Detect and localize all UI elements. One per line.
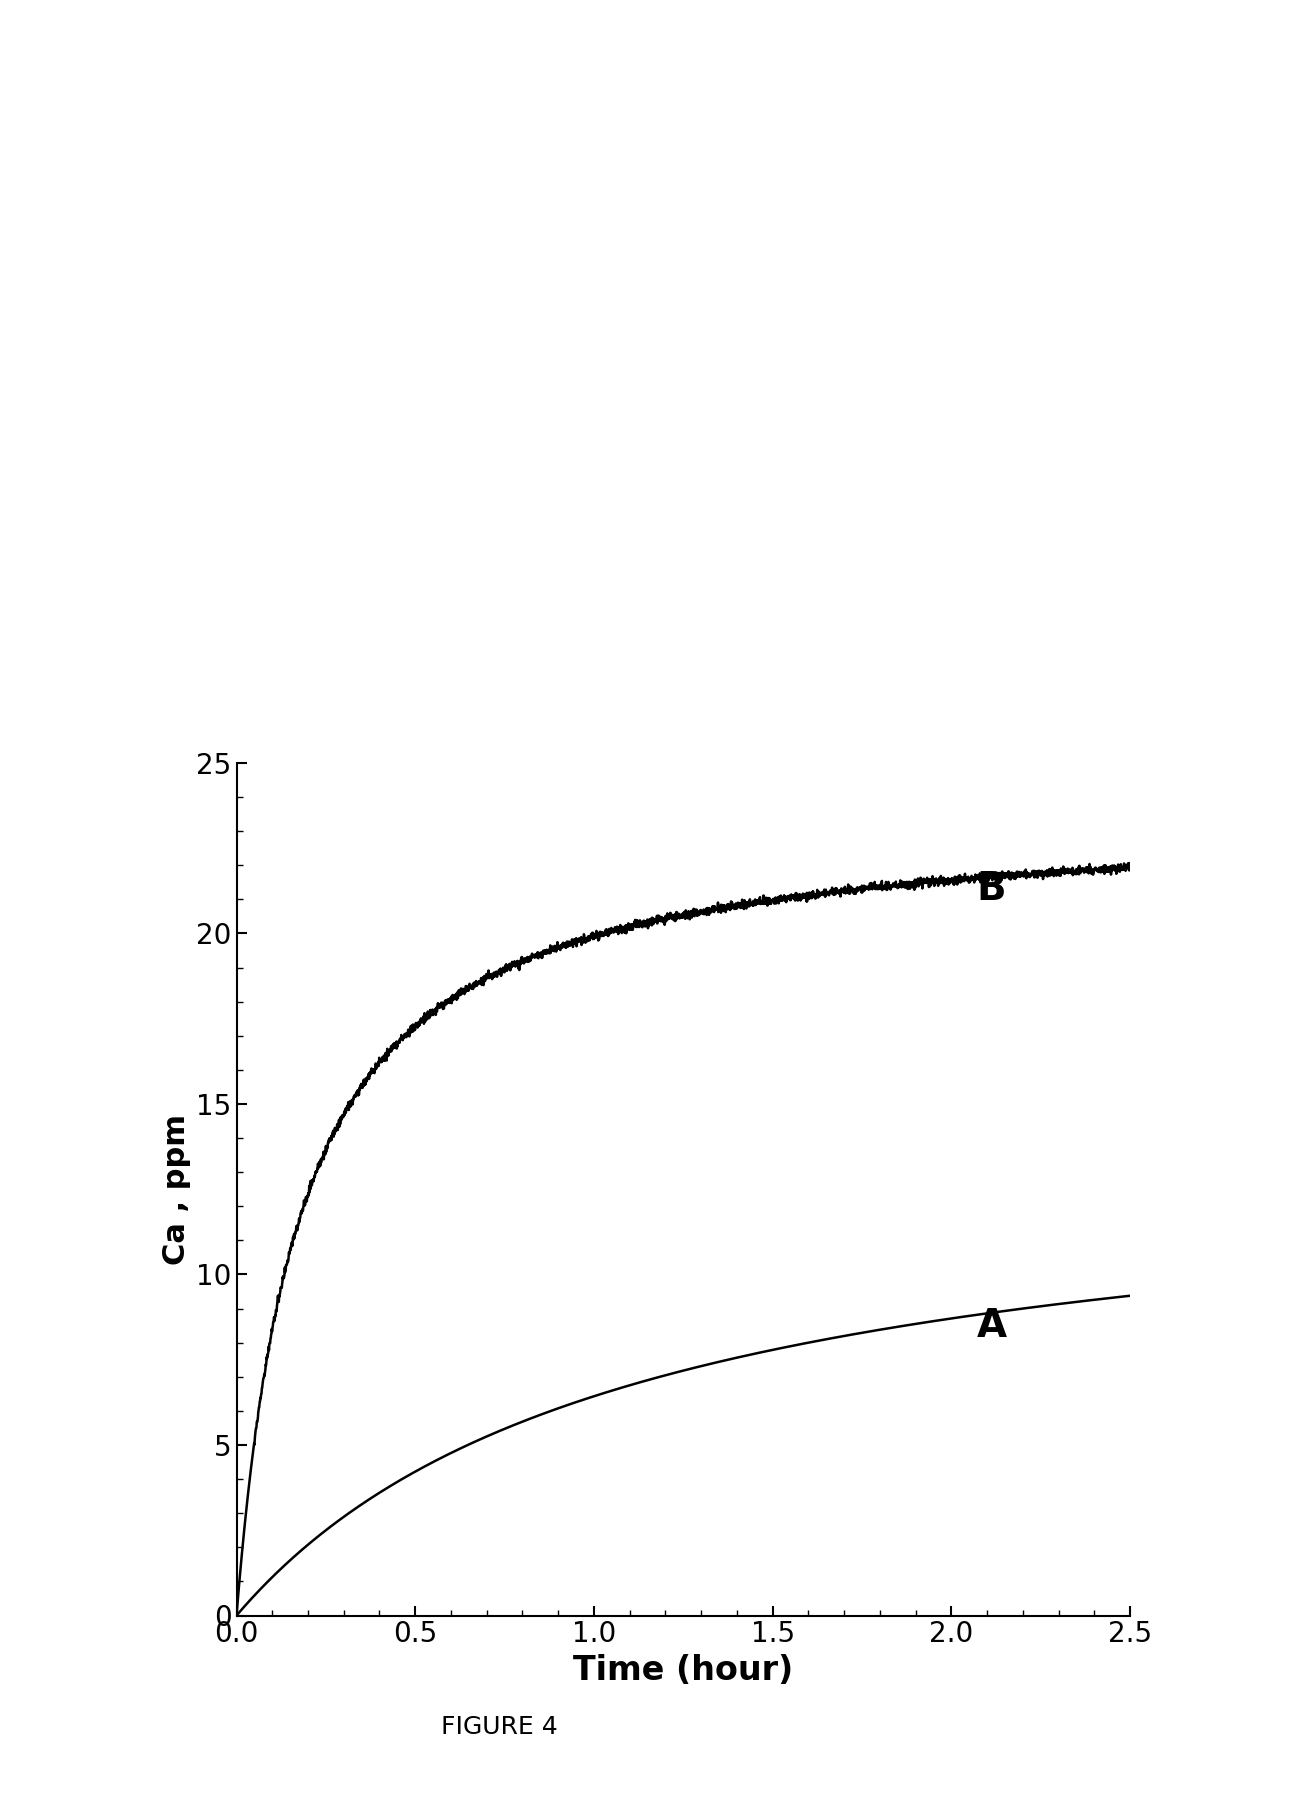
Y-axis label: Ca , ppm: Ca , ppm bbox=[162, 1113, 191, 1265]
Text: A: A bbox=[976, 1307, 1007, 1344]
X-axis label: Time (hour): Time (hour) bbox=[573, 1653, 794, 1687]
Text: FIGURE 4: FIGURE 4 bbox=[442, 1714, 557, 1739]
Text: B: B bbox=[976, 871, 1007, 908]
